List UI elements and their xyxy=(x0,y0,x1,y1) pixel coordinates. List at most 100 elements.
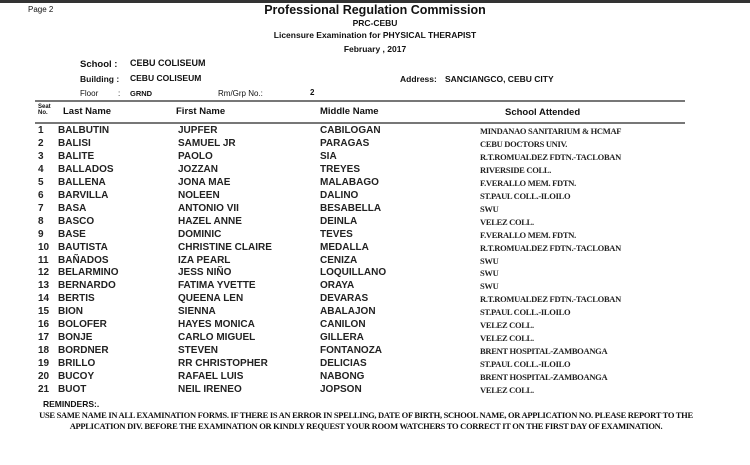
school-attended: SWU xyxy=(480,203,499,214)
school-attended: VELEZ COLL. xyxy=(480,216,534,227)
school-attended: ST.PAUL COLL.-ILOILO xyxy=(480,307,571,318)
seat-no: 18 xyxy=(38,345,50,357)
middle-name: CENIZA xyxy=(320,254,358,266)
middle-name: CANILON xyxy=(320,319,366,331)
middle-name: FONTANOZA xyxy=(320,345,383,357)
school-attended: F.VERALLO MEM. FDTN. xyxy=(480,177,576,188)
middle-name: SIA xyxy=(320,150,337,162)
last-name: BARVILLA xyxy=(58,189,109,201)
first-name: FATIMA YVETTE xyxy=(178,280,256,292)
seat-no: 20 xyxy=(38,371,50,383)
seat-no: 3 xyxy=(38,150,44,162)
last-name: BRILLO xyxy=(58,358,96,370)
last-name: BUCOY xyxy=(58,371,95,383)
window-top-bar xyxy=(0,0,750,3)
seat-no: 8 xyxy=(38,215,44,227)
last-name: BALBUTIN xyxy=(58,125,110,136)
address-label: Address: xyxy=(400,74,437,84)
school-label: School : xyxy=(80,59,118,70)
school-attended: CEBU DOCTORS UNIV. xyxy=(480,138,568,149)
first-name: JESS NIÑO xyxy=(178,267,232,279)
middle-name: CABILOGAN xyxy=(320,125,381,136)
first-name: JUPFER xyxy=(178,125,218,136)
middle-name: GILLERA xyxy=(320,332,364,344)
seat-no: 4 xyxy=(38,163,44,175)
seat-no: 10 xyxy=(38,241,50,253)
middle-name: DEINLA xyxy=(320,215,358,227)
last-name: BAUTISTA xyxy=(58,241,108,253)
room-value: 2 xyxy=(310,88,315,97)
first-name: NOLEEN xyxy=(178,189,220,201)
seat-no: 11 xyxy=(38,254,49,266)
floor-separator: : xyxy=(118,89,121,98)
middle-name: LOQUILLANO xyxy=(320,267,387,279)
school-attended: MINDANAO SANITARIUM & HCMAF xyxy=(480,126,622,136)
last-name: BUOT xyxy=(58,384,87,395)
seat-no: 12 xyxy=(38,267,50,279)
middle-name: MALABAGO xyxy=(320,176,379,188)
middle-name: PARAGAS xyxy=(320,137,370,149)
school-attended-header: School Attended xyxy=(505,107,581,118)
floor-value: GRND xyxy=(130,89,153,98)
exam-title: Licensure Examination for PHYSICAL THERA… xyxy=(273,30,477,40)
last-name: BASE xyxy=(58,228,86,240)
last-name: BAÑADOS xyxy=(58,254,109,266)
middle-name: TREYES xyxy=(320,163,361,175)
first-name: JONA MAE xyxy=(178,176,231,188)
seat-no: 14 xyxy=(38,293,50,305)
seat-no: 7 xyxy=(38,202,44,214)
school-attended: BRENT HOSPITAL-ZAMBOANGA xyxy=(480,372,608,383)
seat-no-header: Seat No. xyxy=(38,104,51,116)
school-attended: SWU xyxy=(480,281,499,292)
last-name: BERNARDO xyxy=(58,280,116,292)
school-attended: BRENT HOSPITAL-ZAMBOANGA xyxy=(480,346,608,357)
address-value: SANCIANGCO, CEBU CITY xyxy=(445,74,554,84)
first-name: QUEENA LEN xyxy=(178,293,244,305)
seat-no: 9 xyxy=(38,228,44,240)
header-rule-bottom xyxy=(35,122,685,124)
first-name: HAYES MONICA xyxy=(178,319,255,331)
first-name: IZA PEARL xyxy=(178,254,231,266)
seat-no: 21 xyxy=(38,384,50,395)
school-attended: VELEZ COLL. xyxy=(480,320,534,331)
reminders-label: REMINDERS:. xyxy=(43,399,100,409)
first-name: SIENNA xyxy=(178,306,216,318)
first-name: HAZEL ANNE xyxy=(178,215,242,227)
last-name: BION xyxy=(58,306,83,318)
seat-no: 13 xyxy=(38,280,50,292)
header-rule-top xyxy=(35,100,685,102)
last-name: BORDNER xyxy=(58,345,109,357)
first-name: CARLO MIGUEL xyxy=(178,332,256,344)
middle-name: TEVES xyxy=(320,228,353,240)
school-attended: ST.PAUL COLL.-ILOILO xyxy=(480,190,571,201)
middle-name: DELICIAS xyxy=(320,358,367,370)
middle-name: ORAYA xyxy=(320,280,355,292)
first-name: RR CHRISTOPHER xyxy=(178,358,268,370)
school-attended: VELEZ COLL. xyxy=(480,385,534,395)
last-name: BONJE xyxy=(58,332,93,344)
first-name: SAMUEL JR xyxy=(178,137,236,149)
building-value: CEBU COLISEUM xyxy=(130,73,202,83)
first-name: DOMINIC xyxy=(178,228,222,240)
school-attended: VELEZ COLL. xyxy=(480,333,534,344)
school-attended: SWU xyxy=(480,255,499,266)
last-name: BASCO xyxy=(58,215,95,227)
seat-no: 17 xyxy=(38,332,50,344)
seat-no: 1 xyxy=(38,125,44,136)
last-name: BERTIS xyxy=(58,293,95,305)
school-attended: SWU xyxy=(480,268,499,279)
middle-name: DALINO xyxy=(320,189,359,201)
last-name: BELARMINO xyxy=(58,267,119,279)
middle-name: BESABELLA xyxy=(320,202,382,214)
school-attended: R.T.ROMUALDEZ FDTN.-TACLOBAN xyxy=(480,242,621,253)
seat-header-bottom: No. xyxy=(38,110,48,116)
last-name: BALLADOS xyxy=(58,163,114,175)
seat-no: 16 xyxy=(38,319,50,331)
first-name: STEVEN xyxy=(178,345,219,357)
first-name: ANTONIO VII xyxy=(178,202,239,214)
middle-name: DEVARAS xyxy=(320,293,369,305)
middle-name: JOPSON xyxy=(320,384,362,395)
middle-name: NABONG xyxy=(320,371,365,383)
school-attended: F.VERALLO MEM. FDTN. xyxy=(480,229,576,240)
floor-label: Floor xyxy=(80,89,99,98)
